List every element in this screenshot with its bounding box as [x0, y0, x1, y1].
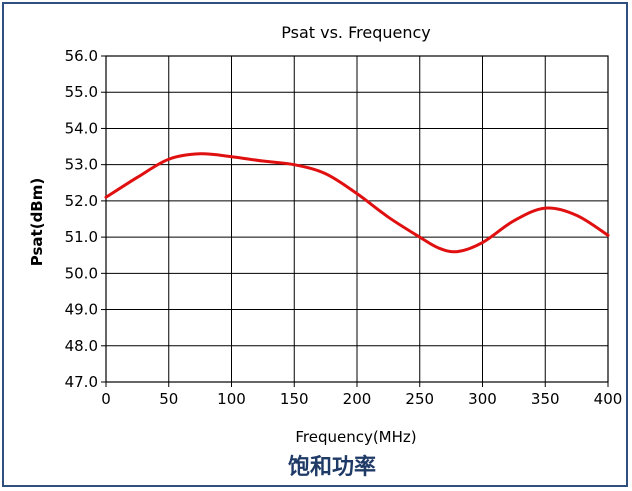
y-tick-label: 48.0: [65, 337, 98, 355]
y-tick-label: 55.0: [65, 83, 98, 101]
chart: Psat vs. Frequency 0 50 100 150 200 250 300 350…: [28, 23, 623, 480]
y-tick-label: 49.0: [65, 301, 98, 319]
y-tick-label: 54.0: [65, 119, 98, 137]
grid: [105, 55, 609, 383]
y-tick-label: 50.0: [65, 264, 98, 282]
chart-frame: Psat vs. Frequency 0 50 100 150 200 250 300 350…: [2, 2, 628, 487]
y-axis-label: Psat(dBm): [28, 178, 46, 266]
x-axis-label: Frequency(MHz): [295, 428, 416, 446]
x-tick-label: 300: [468, 390, 497, 408]
ticks: 0 50 100 150 200 250 300 350 400 47.0 48.0 49.0 50.0…: [65, 47, 623, 408]
y-tick-label: 56.0: [65, 47, 98, 65]
x-tick-label: 150: [280, 390, 309, 408]
chart-title: Psat vs. Frequency: [281, 23, 431, 42]
x-tick-label: 250: [405, 390, 434, 408]
y-tick-label: 53.0: [65, 156, 98, 174]
series-layer: [104, 152, 610, 254]
x-tick-label: 200: [343, 390, 372, 408]
y-tick-label: 51.0: [65, 228, 98, 246]
series-line: [104, 152, 610, 254]
x-tick-label: 100: [217, 390, 246, 408]
caption: 饱和功率: [288, 454, 376, 480]
y-tick-label: 47.0: [65, 373, 98, 391]
x-tick-label: 350: [531, 390, 560, 408]
y-tick-label: 52.0: [65, 192, 98, 210]
x-tick-label: 400: [594, 390, 623, 408]
x-tick-label: 50: [159, 390, 178, 408]
x-tick-label: 0: [101, 390, 111, 408]
